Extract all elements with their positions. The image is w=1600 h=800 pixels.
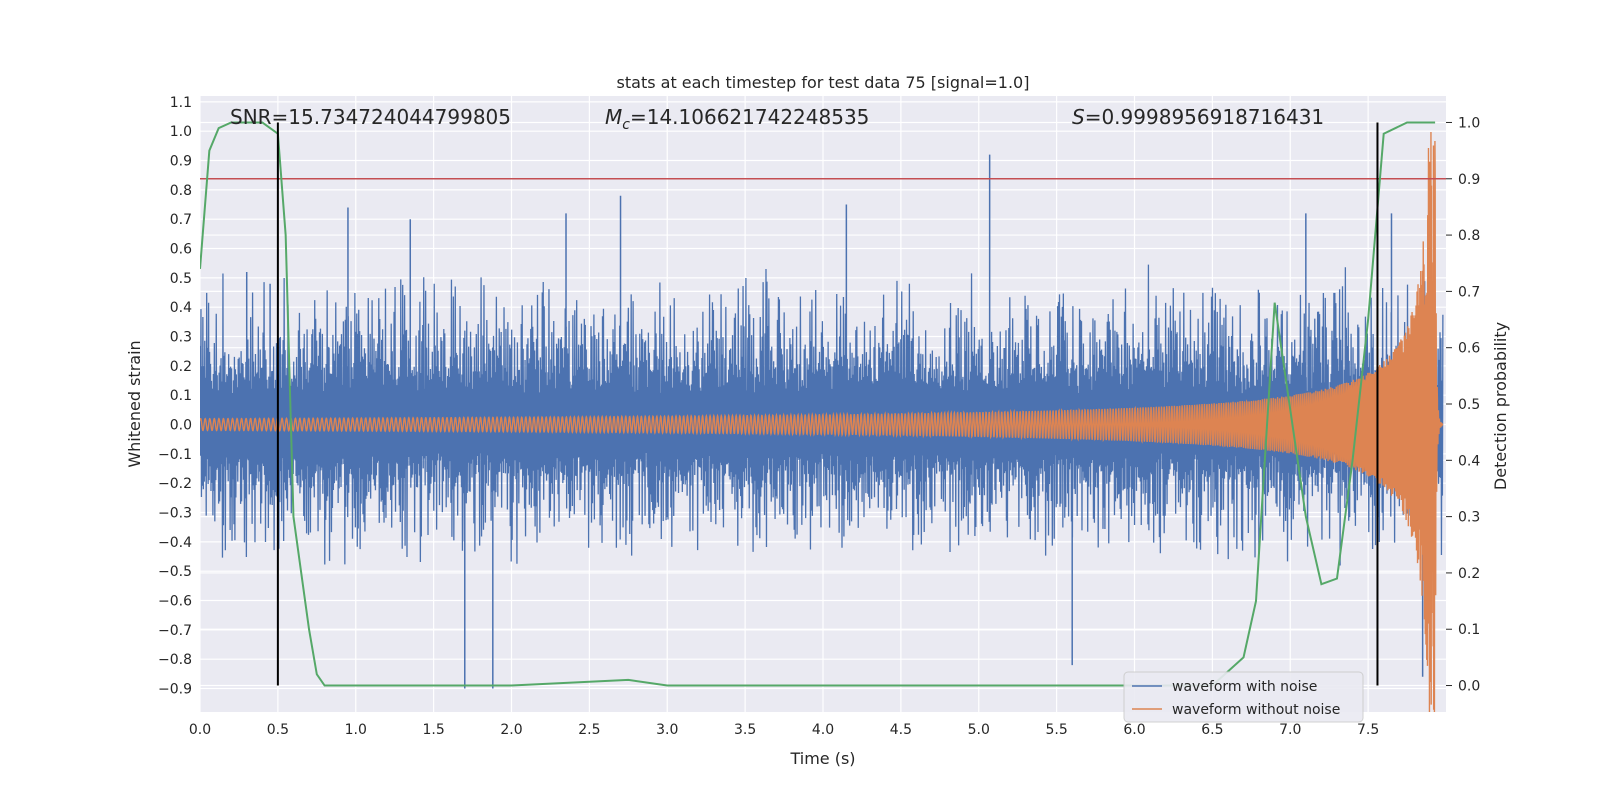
y2-tick-label: 0.2: [1458, 566, 1480, 582]
y-tick-label: 0.2: [170, 359, 192, 375]
x-tick-label: 6.5: [1201, 722, 1223, 738]
x-tick-label: 2.5: [578, 722, 600, 738]
y-tick-label: −0.4: [158, 535, 192, 551]
y-tick-label: 0.7: [170, 212, 192, 228]
y-tick-label: 0.6: [170, 242, 192, 258]
y-tick-label: −0.1: [158, 447, 192, 463]
x-tick-label: 3.5: [734, 722, 756, 738]
y-tick-label: −0.3: [158, 506, 192, 522]
y-tick-label: −0.8: [158, 652, 192, 668]
y-tick-label: 0.1: [170, 388, 192, 404]
x-tick-label: 6.0: [1123, 722, 1145, 738]
s-annotation: S=0.9998956918716431: [1072, 105, 1324, 129]
y-tick-label: 1.0: [170, 124, 192, 140]
x-tick-label: 0.5: [267, 722, 289, 738]
y2-axis-label: Detection probability: [1491, 322, 1510, 490]
y-tick-label: 0.0: [170, 418, 192, 434]
chirp-mass-subscript: c: [622, 117, 630, 133]
x-tick-label: 5.0: [968, 722, 990, 738]
x-axis-ticks: 0.0 0.5 1.0 1.5 2.0 2.5 3.0 3.5 4.0 4.5 5.0 5.5 6.0 6…: [189, 722, 1379, 738]
legend-label-clean: waveform without noise: [1172, 702, 1340, 718]
y2-axis-ticks: 0.0 0.1 0.2 0.3 0.4 0.5 0.6 0.7 0.8 0.9 1.0: [1446, 115, 1480, 695]
y2-tick-label: 0.3: [1458, 510, 1480, 526]
y2-tick-label: 0.7: [1458, 284, 1480, 300]
y-tick-label: −0.7: [158, 623, 192, 639]
x-axis-label: Time (s): [789, 749, 855, 768]
x-tick-label: 1.0: [345, 722, 367, 738]
snr-annotation: SNR=15.734724044799805: [230, 105, 511, 129]
series-waveform-without-noise: [200, 131, 1444, 712]
x-tick-label: 4.5: [890, 722, 912, 738]
y2-tick-label: 0.8: [1458, 228, 1480, 244]
y2-tick-label: 0.9: [1458, 172, 1480, 188]
x-tick-label: 7.5: [1357, 722, 1379, 738]
x-tick-label: 5.5: [1045, 722, 1067, 738]
chart-title: stats at each timestep for test data 75 …: [617, 73, 1030, 92]
y-axis-ticks: −0.9 −0.8 −0.7 −0.6 −0.5 −0.4 −0.3 −0.2 −0.1 0.0 0…: [158, 95, 192, 698]
chirp-mass-symbol: M: [605, 105, 622, 129]
x-tick-label: 4.0: [812, 722, 834, 738]
y-tick-label: 1.1: [170, 95, 192, 111]
legend-box: [1123, 671, 1364, 723]
y-tick-label: 0.8: [170, 183, 192, 199]
x-tick-label: 3.0: [656, 722, 678, 738]
y-tick-label: −0.9: [158, 682, 192, 698]
s-symbol: S: [1072, 105, 1085, 129]
y-axis-label: Whitened strain: [125, 340, 144, 467]
legend: waveform with noise waveform without noi…: [1123, 671, 1364, 723]
y2-tick-label: 0.4: [1458, 453, 1480, 469]
y-tick-label: −0.5: [158, 564, 192, 580]
legend-label-noise: waveform with noise: [1172, 679, 1317, 695]
y-tick-label: −0.2: [158, 476, 192, 492]
y2-tick-label: 0.1: [1458, 622, 1480, 638]
x-tick-label: 1.5: [422, 722, 444, 738]
y2-tick-label: 0.5: [1458, 397, 1480, 413]
chirp-mass-value: =14.106621742248535: [630, 105, 869, 129]
x-tick-label: 7.0: [1279, 722, 1301, 738]
series-waveform-with-noise-spikes: [245, 154, 1424, 689]
y-tick-label: 0.4: [170, 300, 192, 316]
y2-tick-label: 0.6: [1458, 341, 1480, 357]
chirp-mass-annotation: Mc=14.106621742248535: [605, 105, 869, 133]
s-value: =0.9998956918716431: [1085, 105, 1324, 129]
y2-tick-label: 1.0: [1458, 115, 1480, 131]
plot-series: [200, 121, 1446, 712]
y-tick-label: 0.9: [170, 154, 192, 170]
x-tick-label: 0.0: [189, 722, 211, 738]
y-tick-label: 0.3: [170, 330, 192, 346]
y2-tick-label: 0.0: [1458, 679, 1480, 695]
x-tick-label: 2.0: [500, 722, 522, 738]
y-tick-label: 0.5: [170, 271, 192, 287]
series-detection-probability: [200, 121, 1436, 687]
y-tick-label: −0.6: [158, 594, 192, 610]
